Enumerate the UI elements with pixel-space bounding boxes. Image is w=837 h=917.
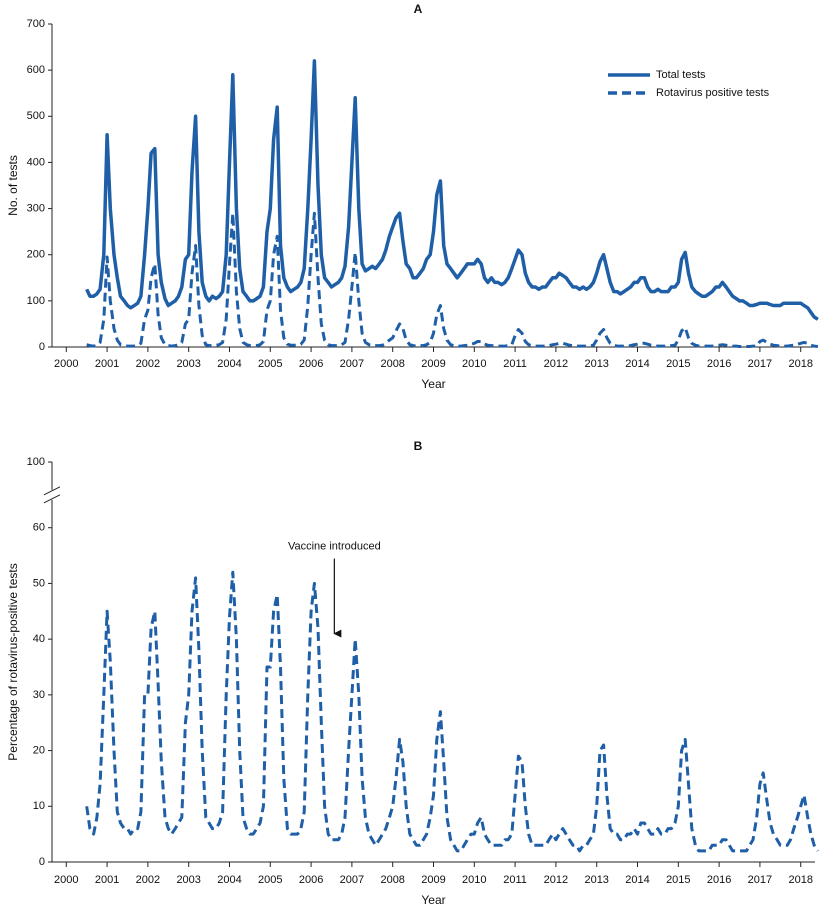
y-tick-label: 100 (27, 295, 45, 307)
y-tick-label: 100 (27, 456, 45, 468)
y-tick-label: 40 (33, 633, 45, 645)
x-tick-label: 2001 (95, 358, 119, 370)
x-tick-label: 2010 (462, 874, 486, 886)
x-tick-label: 2014 (625, 358, 649, 370)
y-tick-label: 30 (33, 689, 45, 701)
y-tick-label: 20 (33, 744, 45, 756)
x-tick-label: 2003 (176, 358, 200, 370)
x-tick-label: 2004 (217, 358, 241, 370)
x-tick-label: 2008 (380, 874, 404, 886)
x-tick-label: 2013 (584, 358, 608, 370)
x-tick-label: 2005 (258, 358, 282, 370)
x-tick-label: 2006 (299, 874, 323, 886)
y-tick-label: 0 (39, 856, 45, 868)
y-tick-label: 10 (33, 800, 45, 812)
data-line (85, 570, 820, 853)
x-tick-label: 2013 (584, 874, 608, 886)
data-line (86, 211, 819, 348)
y-tick-label: 50 (33, 577, 45, 589)
x-tick-label: 2008 (380, 358, 404, 370)
x-axis-label: Year (421, 893, 445, 907)
axis-break (43, 486, 61, 496)
y-tick-label: 400 (27, 156, 45, 168)
y-tick-label: 300 (27, 202, 45, 214)
x-tick-label: 2016 (707, 874, 731, 886)
y-tick-label: 60 (33, 522, 45, 534)
legend-label: Rotavirus positive tests (656, 87, 770, 99)
y-tick-label: 0 (39, 341, 45, 353)
legend-label: Total tests (656, 69, 706, 81)
x-tick-label: 2007 (340, 358, 364, 370)
x-tick-label: 2012 (544, 874, 568, 886)
y-axis-label: No. of tests (6, 155, 20, 216)
y-tick-label: 600 (27, 64, 45, 76)
x-tick-label: 2011 (503, 358, 527, 370)
annotation-text: Vaccine introduced (288, 540, 381, 552)
y-tick-label: 700 (27, 18, 45, 30)
x-tick-label: 2004 (217, 874, 241, 886)
x-tick-label: 2002 (136, 358, 160, 370)
x-tick-label: 2010 (462, 358, 486, 370)
x-tick-label: 2017 (748, 874, 772, 886)
x-tick-label: 2011 (503, 874, 527, 886)
data-line (85, 59, 819, 321)
chart-title: B (414, 439, 423, 453)
x-tick-label: 2001 (95, 874, 119, 886)
y-axis-label: Percentage of rotavirus-positive tests (6, 563, 20, 760)
x-tick-label: 2002 (136, 874, 160, 886)
x-tick-label: 2009 (421, 358, 445, 370)
x-tick-label: 2006 (299, 358, 323, 370)
x-tick-label: 2015 (666, 874, 690, 886)
x-tick-label: 2017 (748, 358, 772, 370)
x-axis-label: Year (421, 377, 445, 391)
x-tick-label: 2000 (54, 358, 78, 370)
x-tick-label: 2018 (788, 358, 812, 370)
y-tick-label: 500 (27, 110, 45, 122)
x-tick-label: 2014 (625, 874, 649, 886)
x-tick-label: 2015 (666, 358, 690, 370)
chart-title: A (414, 2, 423, 16)
x-tick-label: 2016 (707, 358, 731, 370)
x-tick-label: 2007 (340, 874, 364, 886)
y-tick-label: 200 (27, 249, 45, 261)
x-tick-label: 2003 (176, 874, 200, 886)
x-tick-label: 2009 (421, 874, 445, 886)
x-tick-label: 2012 (544, 358, 568, 370)
x-tick-label: 2018 (788, 874, 812, 886)
axis-break (43, 494, 61, 504)
x-tick-label: 2005 (258, 874, 282, 886)
x-tick-label: 2000 (54, 874, 78, 886)
